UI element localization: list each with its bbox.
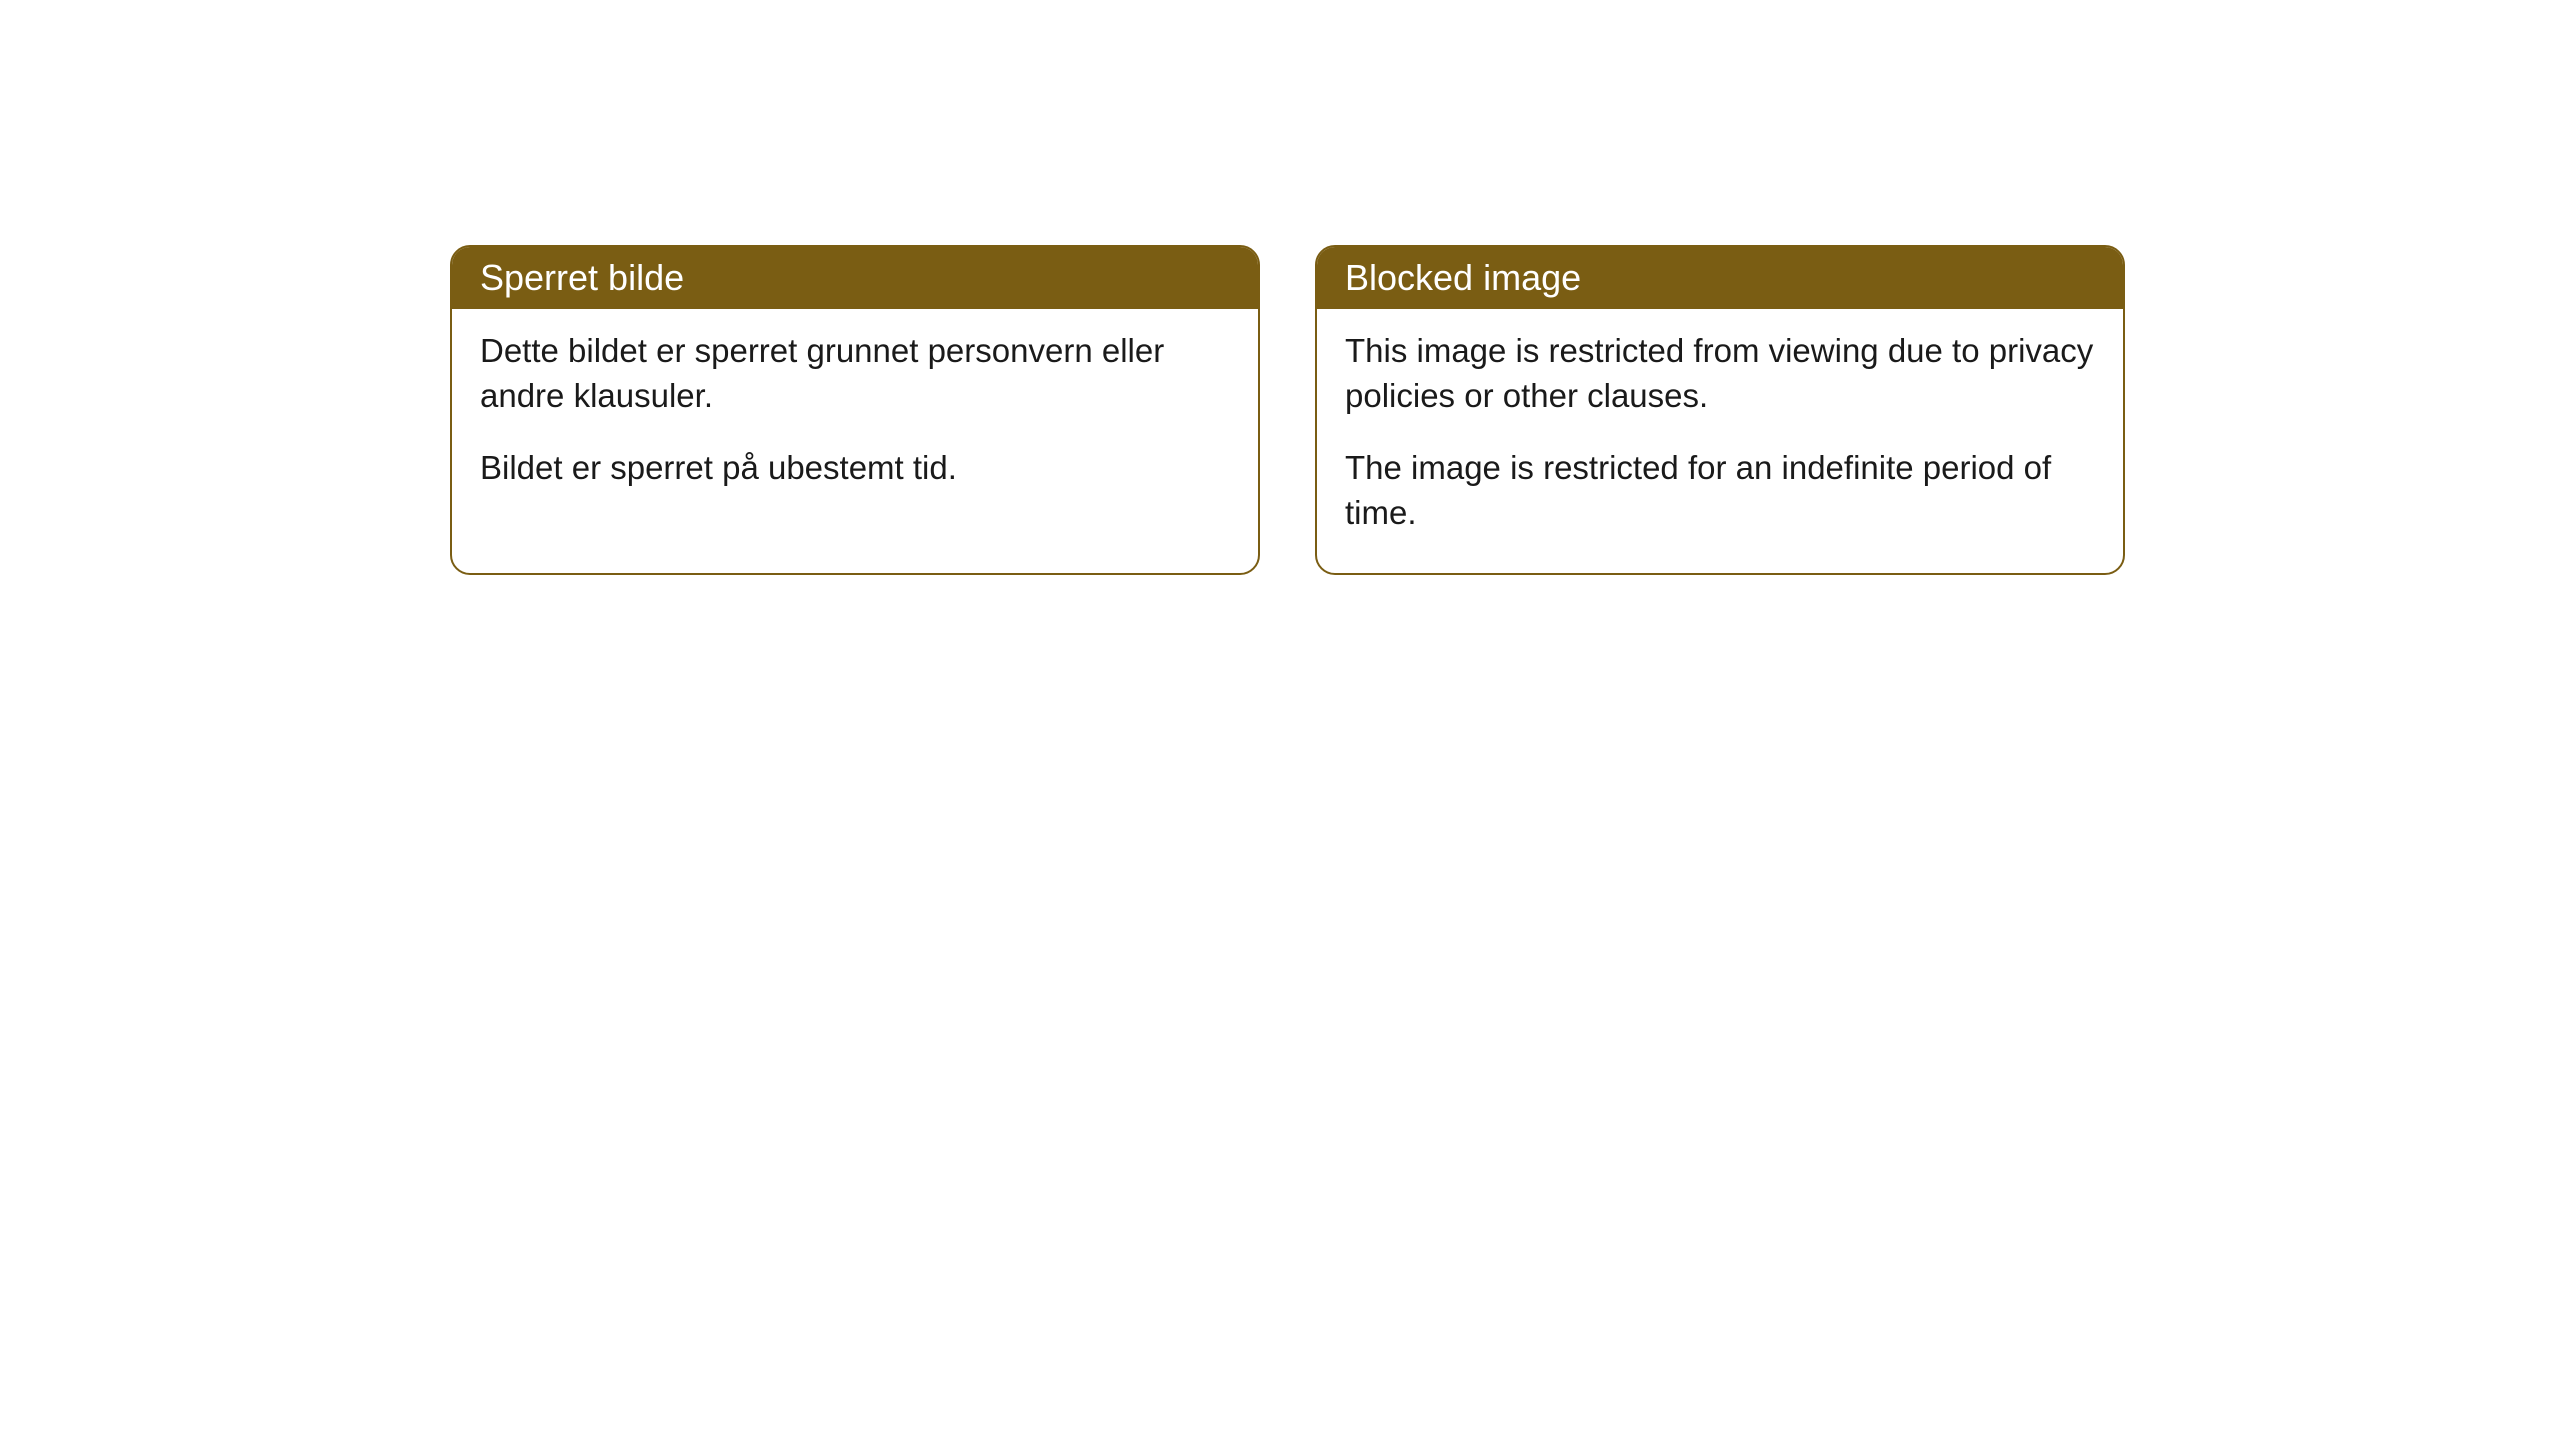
card-title: Sperret bilde (480, 257, 684, 298)
card-paragraph-1: This image is restricted from viewing du… (1345, 329, 2095, 418)
card-paragraph-1: Dette bildet er sperret grunnet personve… (480, 329, 1230, 418)
card-paragraph-2: Bildet er sperret på ubestemt tid. (480, 446, 1230, 491)
card-header-norwegian: Sperret bilde (452, 247, 1258, 309)
card-paragraph-2: The image is restricted for an indefinit… (1345, 446, 2095, 535)
card-english: Blocked image This image is restricted f… (1315, 245, 2125, 575)
cards-container: Sperret bilde Dette bildet er sperret gr… (450, 245, 2125, 575)
card-body-english: This image is restricted from viewing du… (1317, 309, 2123, 573)
card-norwegian: Sperret bilde Dette bildet er sperret gr… (450, 245, 1260, 575)
card-title: Blocked image (1345, 257, 1581, 298)
card-header-english: Blocked image (1317, 247, 2123, 309)
card-body-norwegian: Dette bildet er sperret grunnet personve… (452, 309, 1258, 529)
